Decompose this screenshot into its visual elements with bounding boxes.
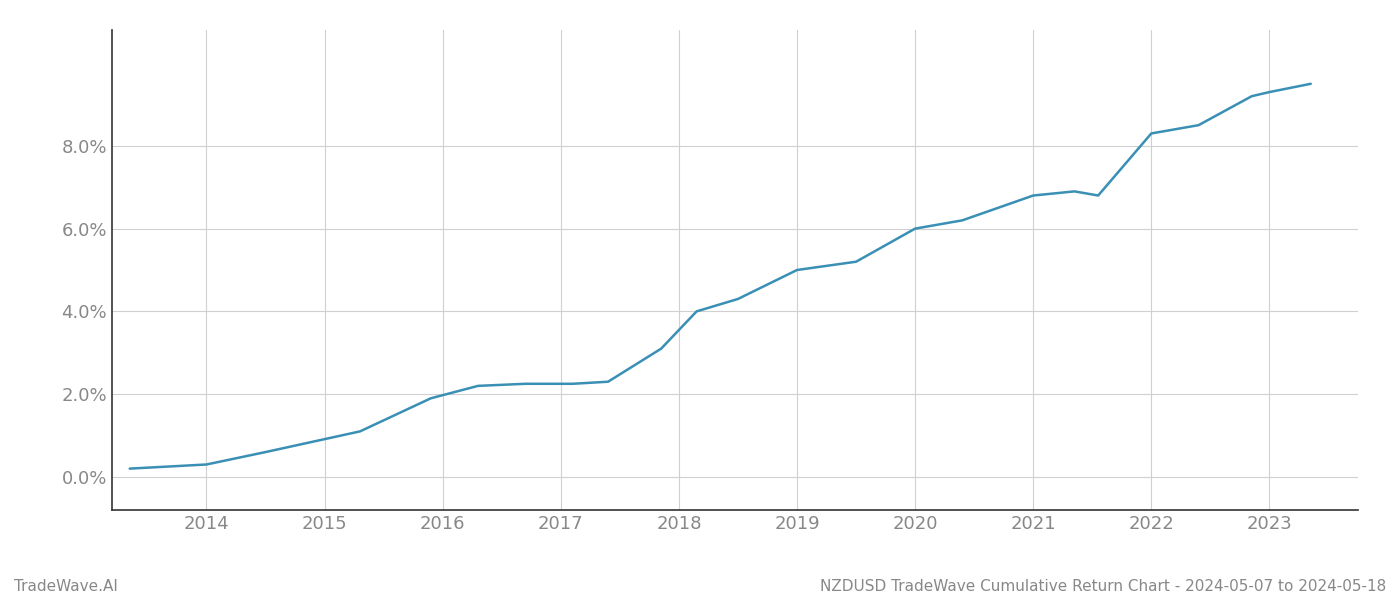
Text: TradeWave.AI: TradeWave.AI <box>14 579 118 594</box>
Text: NZDUSD TradeWave Cumulative Return Chart - 2024-05-07 to 2024-05-18: NZDUSD TradeWave Cumulative Return Chart… <box>820 579 1386 594</box>
